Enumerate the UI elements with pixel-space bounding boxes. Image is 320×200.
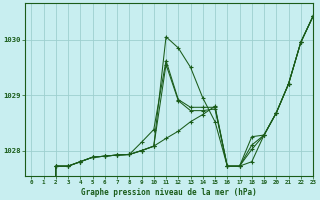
X-axis label: Graphe pression niveau de la mer (hPa): Graphe pression niveau de la mer (hPa)	[81, 188, 257, 197]
